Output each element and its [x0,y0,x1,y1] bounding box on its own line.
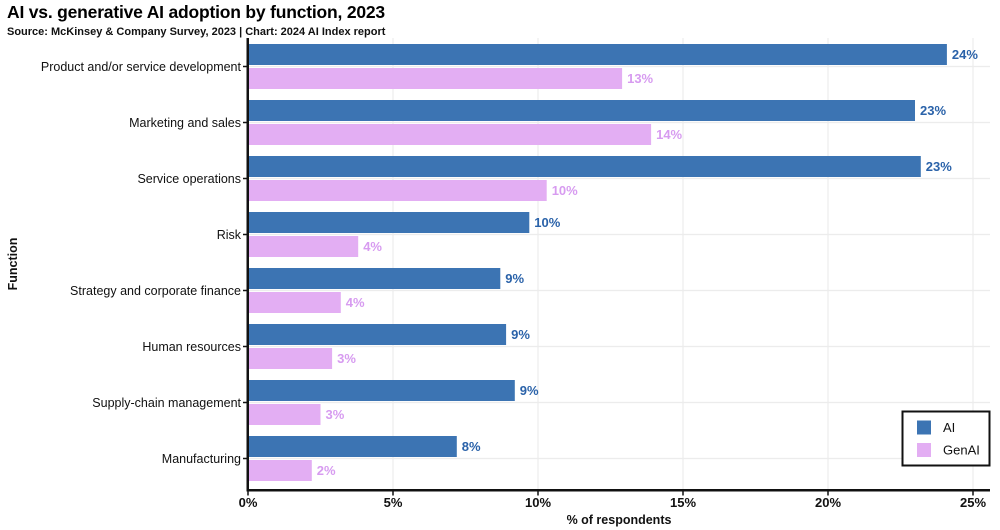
bar-value-label-ai-7: 8% [462,439,481,454]
category-label-5: Human resources [142,340,241,354]
bar-value-label-genai-1: 14% [656,127,682,142]
chart-source: Source: McKinsey & Company Survey, 2023 … [7,25,386,38]
legend-swatch-genai [917,443,931,457]
bar-genai-1 [249,124,652,145]
bar-genai-4 [249,292,341,313]
bar-genai-7 [249,460,312,481]
x-tick-label-0: 0% [239,495,258,510]
bar-genai-5 [249,348,333,369]
bar-value-label-genai-0: 13% [627,71,653,86]
x-tick-label-25: 25% [960,495,986,510]
category-label-6: Supply-chain management [92,396,241,410]
category-label-7: Manufacturing [162,452,241,466]
bar-ai-3 [249,212,530,233]
bar-value-label-genai-5: 3% [337,351,356,366]
category-label-4: Strategy and corporate finance [70,284,241,298]
bar-value-label-ai-1: 23% [920,103,946,118]
bar-ai-1 [249,100,915,121]
bar-value-label-genai-7: 2% [317,463,336,478]
bar-value-label-genai-6: 3% [326,407,345,422]
bar-ai-2 [249,156,921,177]
x-axis-line [246,489,990,492]
chart-title: AI vs. generative AI adoption by functio… [7,2,385,22]
bar-ai-6 [249,380,515,401]
bar-value-label-genai-3: 4% [363,239,382,254]
bar-genai-6 [249,404,321,425]
bar-value-label-ai-5: 9% [511,327,530,342]
legend-label-ai: AI [943,420,955,435]
bar-genai-3 [249,236,359,257]
legend-label-genai: GenAI [943,443,980,458]
bar-ai-4 [249,268,501,289]
y-axis-line [246,38,249,492]
bar-value-label-ai-6: 9% [520,383,539,398]
bar-value-label-ai-3: 10% [534,215,560,230]
bar-ai-7 [249,436,457,457]
y-axis-title: Function [6,238,20,291]
x-axis-title: % of respondents [567,513,672,527]
legend-swatch-ai [917,420,931,435]
bar-value-label-ai-2: 23% [926,159,952,174]
bar-genai-0 [249,68,623,89]
x-tick-label-5: 5% [384,495,403,510]
chart-header: AI vs. generative AI adoption by functio… [7,2,385,39]
category-label-0: Product and/or service development [41,60,242,74]
bar-value-label-genai-2: 10% [552,183,578,198]
x-tick-label-20: 20% [815,495,841,510]
bar-ai-5 [249,324,507,345]
bar-genai-2 [249,180,547,201]
bar-ai-0 [249,44,947,65]
bar-value-label-ai-0: 24% [952,47,978,62]
category-label-2: Service operations [137,172,241,186]
x-tick-label-10: 10% [525,495,551,510]
category-label-1: Marketing and sales [129,116,241,130]
bar-value-label-ai-4: 9% [505,271,524,286]
category-label-3: Risk [217,228,242,242]
bar-value-label-genai-4: 4% [346,295,365,310]
x-tick-label-15: 15% [670,495,696,510]
